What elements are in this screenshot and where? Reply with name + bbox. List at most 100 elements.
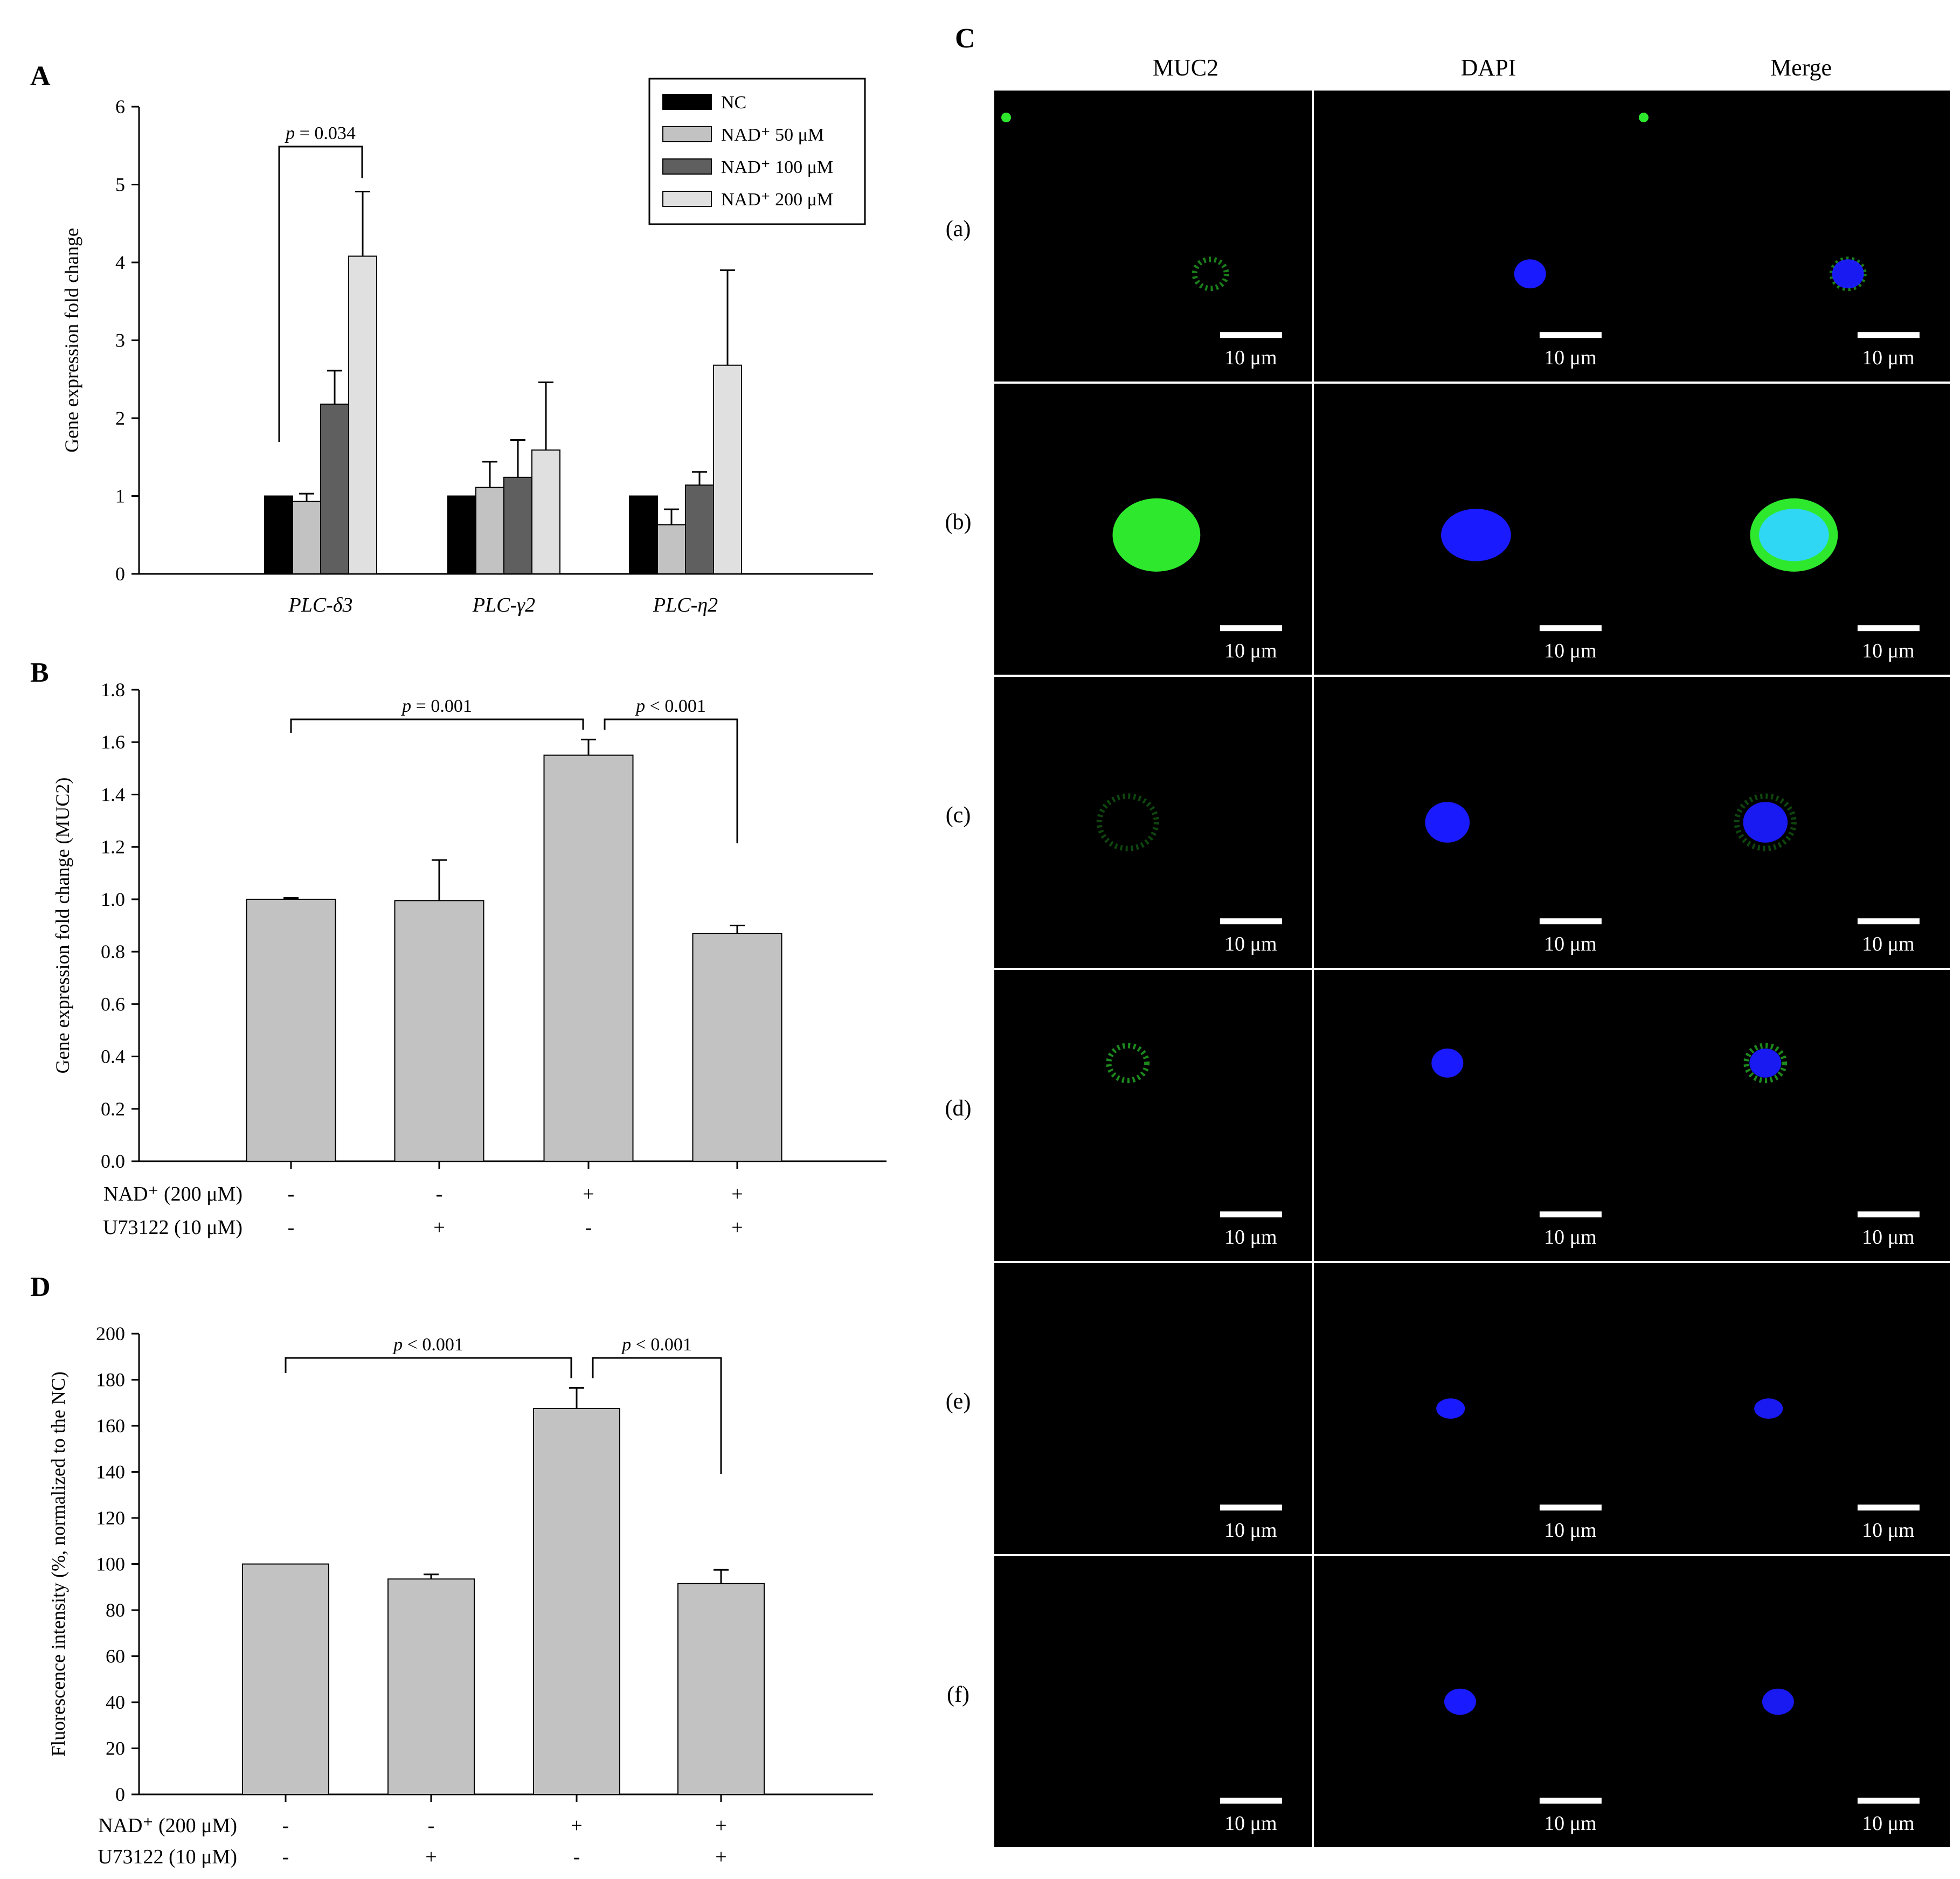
treatment-sign: - — [282, 1814, 289, 1837]
y-tick-label: 160 — [96, 1415, 125, 1437]
bar — [475, 487, 504, 574]
scale-bar — [1857, 332, 1920, 338]
treatment-sign: + — [583, 1183, 594, 1205]
bar — [242, 1563, 329, 1795]
row-label-u73122: U73122 (10 μM) — [103, 1216, 243, 1239]
scale-bar — [1857, 918, 1920, 925]
scale-bar-label: 10 μm — [1862, 1226, 1914, 1249]
y-tick-label: 100 — [96, 1554, 125, 1575]
y-tick-label: 0.6 — [101, 993, 125, 1015]
merge-nucleus — [1743, 802, 1788, 843]
row-label: (f) — [947, 1682, 969, 1707]
bar — [533, 1407, 620, 1795]
y-tick-label: 20 — [106, 1738, 125, 1759]
panel-d: D 0 20 40 60 80 100 120 140 160 180 200 Fluorescence… — [30, 1272, 873, 1868]
scale-bar-label: 10 μm — [1862, 346, 1914, 369]
scale-bar-label: 10 μm — [1224, 1226, 1277, 1249]
y-tick-label: 3 — [115, 330, 125, 351]
row-label: (e) — [946, 1389, 971, 1414]
scale-bar-label: 10 μm — [1544, 640, 1596, 662]
scale-bar — [1857, 1798, 1920, 1804]
scale-bar-label: 10 μm — [1862, 640, 1914, 662]
treatment-sign: - — [282, 1846, 289, 1868]
treatment-sign: + — [433, 1216, 445, 1239]
bar — [348, 255, 377, 574]
significance-bracket — [285, 1357, 572, 1378]
scale-bar — [1220, 1798, 1282, 1804]
bar — [503, 476, 532, 574]
row-label: (c) — [946, 803, 971, 828]
legend-swatch — [662, 191, 712, 207]
treatment-sign: - — [585, 1216, 592, 1239]
treatment-sign: - — [288, 1183, 295, 1205]
scale-bar — [1857, 1211, 1920, 1218]
merge-nucleus — [1762, 1688, 1794, 1715]
scale-bar — [1220, 918, 1282, 925]
y-axis-label: Fluorescence intensity (%, normalized to… — [47, 1371, 69, 1757]
scale-bar-label: 10 μm — [1544, 1226, 1596, 1249]
panel-c: C MUC2 DAPI Merge (a) 10 μm 10 μm 10 μm (b) 10 μm… — [945, 23, 1950, 1847]
panel-b: B 0.0 0.2 0.4 0.6 0.8 1.0 1.2 1.4 1.6 1.8 Gene expr… — [30, 657, 886, 1239]
scale-bar-label: 10 μm — [1224, 1812, 1277, 1835]
y-tick-label: 180 — [96, 1369, 125, 1391]
dapi-nucleus — [1431, 1048, 1464, 1078]
bar — [685, 484, 714, 575]
scale-bar — [1539, 1798, 1602, 1804]
bar — [677, 1583, 765, 1795]
scale-bar-label: 10 μm — [1862, 1519, 1914, 1542]
merge-nucleus — [1832, 259, 1864, 289]
treatment-sign: + — [715, 1846, 726, 1868]
y-tick-label: 1.4 — [101, 784, 125, 805]
y-tick-label: 40 — [106, 1691, 125, 1713]
y-tick-label: 0 — [115, 563, 125, 585]
legend-label: NAD⁺ 200 μM — [721, 190, 833, 210]
treatment-sign: + — [571, 1814, 582, 1837]
panel-a: A 0 1 2 3 4 5 6 Gene expression fold change PLC-δ… — [30, 61, 873, 616]
muc2-signal — [1743, 1043, 1788, 1084]
dapi-nucleus — [1425, 802, 1470, 843]
muc2-signal — [1106, 1043, 1150, 1084]
dapi-nucleus — [1444, 1688, 1476, 1715]
panel-letter: D — [30, 1272, 51, 1302]
muc2-signal — [1192, 256, 1229, 292]
scale-bar — [1220, 1211, 1282, 1218]
legend-label: NAD⁺ 50 μM — [721, 125, 824, 145]
scale-bar-label: 10 μm — [1862, 933, 1914, 955]
row-label-u73122: U73122 (10 μM) — [98, 1846, 237, 1868]
muc2-spot — [1639, 113, 1649, 122]
y-tick-label: 140 — [96, 1461, 125, 1483]
muc2-signal — [1734, 793, 1797, 851]
scale-bar-label: 10 μm — [1224, 1519, 1277, 1542]
dapi-nucleus — [1514, 259, 1546, 289]
bar — [447, 495, 476, 574]
bar — [320, 403, 349, 574]
scale-bar-label: 10 μm — [1544, 346, 1596, 369]
significance-bracket — [290, 718, 584, 733]
x-category-label: PLC-η2 — [653, 594, 718, 616]
column-header: DAPI — [1461, 54, 1516, 81]
p-value-label: p < 0.001 — [392, 1335, 463, 1355]
legend-swatch — [662, 126, 712, 142]
y-tick-label: 1.2 — [101, 836, 125, 858]
x-category-label: PLC-δ3 — [288, 594, 352, 616]
y-tick-label: 0.8 — [101, 941, 125, 962]
scale-bar-label: 10 μm — [1862, 1812, 1914, 1835]
p-value-label: p = 0.034 — [285, 123, 356, 143]
scale-bar — [1857, 1504, 1920, 1511]
significance-bracket — [604, 718, 738, 843]
y-tick-label: 0.2 — [101, 1098, 125, 1120]
y-tick-label: 1.0 — [101, 889, 125, 910]
treatment-sign: - — [428, 1814, 435, 1837]
legend-swatch — [662, 158, 712, 175]
panel-letter-c: C — [955, 23, 975, 54]
column-header: Merge — [1770, 54, 1832, 81]
muc2-signal — [1112, 498, 1201, 572]
row-label-nad: NAD⁺ (200 μM) — [103, 1183, 243, 1205]
scale-bar — [1539, 1211, 1602, 1218]
bar — [387, 1578, 475, 1795]
column-header: MUC2 — [1153, 54, 1218, 81]
x-category-label: PLC-γ2 — [472, 594, 535, 616]
bar — [264, 495, 293, 574]
scale-bar — [1539, 1504, 1602, 1511]
treatment-sign: + — [715, 1814, 726, 1837]
